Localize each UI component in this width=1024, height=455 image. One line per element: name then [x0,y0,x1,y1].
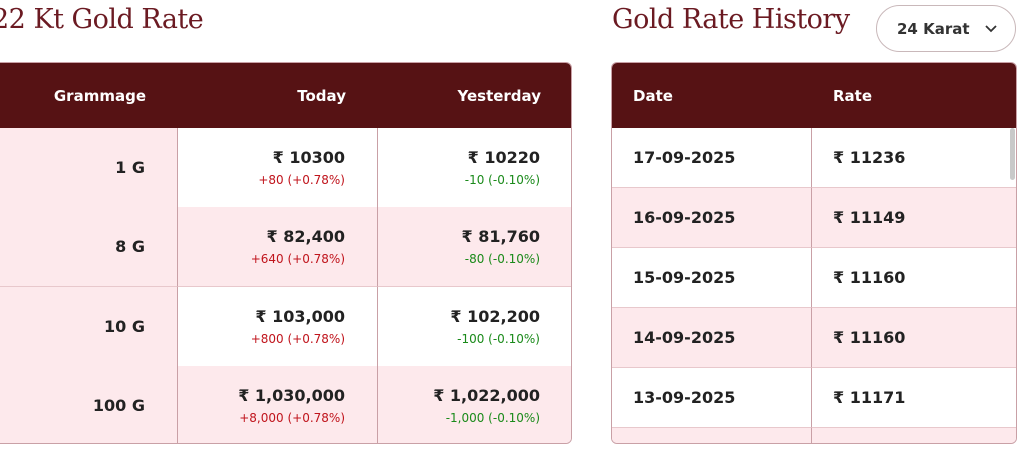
header-cell: Grammage [0,63,178,128]
table-cell: ₹ 11160 [812,248,1016,308]
rate-table: Grammage Today Yesterday 1 G ₹ 10300 +80 (+0.… [0,62,572,444]
price: 1 G [115,158,145,177]
price: ₹ 103,000 [255,306,345,326]
header-cell: Rate [812,63,1016,128]
table-cell: ₹ 11171 [812,368,1016,428]
table-cell: 13-09-2025 [612,368,812,428]
table-cell: 8 G [0,207,178,288]
date: 16-09-2025 [633,208,736,227]
table-cell: ₹ 103,000 +800 (+0.78%) [178,286,378,367]
table-cell: 1 G [0,128,178,208]
table-cell: ₹ 82,400 +640 (+0.78%) [178,207,378,288]
price: ₹ 1,030,000 [238,385,345,405]
price-change: +8,000 (+0.78%) [239,410,345,425]
price: ₹ 10220 [467,148,540,167]
date: 15-09-2025 [633,268,736,287]
price: 100 G [92,395,145,415]
price: ₹ 1,022,000 [433,385,540,405]
price-change: +640 (+0.78%) [250,252,345,267]
table-cell: ₹ 1,030,000 +8,000 (+0.78%) [178,365,378,443]
table-cell: ₹ 102,200 -100 (-0.10%) [378,286,571,367]
price: ₹ 10300 [272,148,345,167]
history-table: Date Rate 17-09-2025 ₹ 11236 16-09-2025 ₹ 111… [611,62,1017,444]
rate: ₹ 11149 [833,208,906,227]
table-cell: ₹ 11160 [812,308,1016,368]
price: ₹ 81,760 [461,227,540,247]
rate-title: 22 Kt Gold Rate [0,4,204,35]
rate: ₹ 11236 [833,148,906,167]
rate: ₹ 11160 [833,268,906,287]
price-change: -100 (-0.10%) [457,331,540,346]
table-cell: ₹ 11149 [812,188,1016,248]
table-cell: ₹ 10300 +80 (+0.78%) [178,128,378,208]
price-change: -80 (-0.10%) [464,252,540,267]
price-change: -10 (-0.10%) [464,173,540,187]
header-cell: Today [178,63,378,128]
table-cell: 17-09-2025 [612,128,812,188]
history-title: Gold Rate History [612,4,850,35]
table-cell: 14-09-2025 [612,308,812,368]
table-cell: 16-09-2025 [612,188,812,248]
table-cell: 100 G [0,365,178,443]
chevron [984,24,997,32]
table-cell: ₹ 1,022,000 -1,000 (-0.10%) [378,365,571,443]
header-cell: Yesterday [378,63,571,128]
date: 13-09-2025 [633,388,736,407]
table-cell: ₹ 81,760 -80 (-0.10%) [378,207,571,288]
table-cell: ₹ 10220 -10 (-0.10%) [378,128,571,208]
scrollbar [1010,128,1015,180]
price: ₹ 82,400 [266,227,345,247]
date: 17-09-2025 [633,148,736,167]
price-change: -1,000 (-0.10%) [445,410,540,425]
date: 14-09-2025 [633,328,736,347]
price: 10 G [104,316,145,336]
rate: ₹ 11171 [833,388,906,407]
price-change: +800 (+0.78%) [250,331,345,346]
table-cell: 15-09-2025 [612,248,812,308]
header-cell: Date [612,63,812,128]
table-cell [612,428,812,443]
price: ₹ 102,200 [450,306,540,326]
table-cell [812,428,1016,443]
dropdown-label: 24 Karat [897,19,970,38]
price: 8 G [115,237,145,257]
karat-dropdown[interactable]: 24 Karat [876,5,1016,52]
table-cell: ₹ 11236 [812,128,1016,188]
price-change: +80 (+0.78%) [258,173,345,187]
rate: ₹ 11160 [833,328,906,347]
table-cell: 10 G [0,286,178,367]
